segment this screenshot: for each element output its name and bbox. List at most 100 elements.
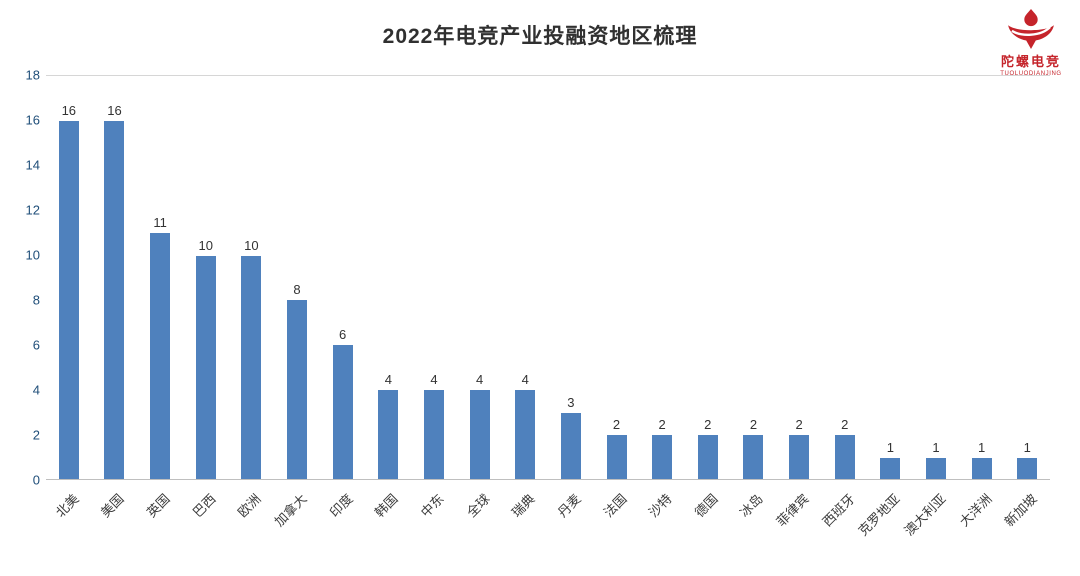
x-tick-label: 瑞典 bbox=[508, 491, 538, 521]
bar-column: 1 bbox=[868, 76, 914, 480]
x-tick-cell: 加拿大 bbox=[272, 481, 320, 573]
bar bbox=[743, 435, 764, 480]
x-tick-cell: 全球 bbox=[457, 481, 503, 573]
x-tick-cell: 新加坡 bbox=[1002, 481, 1050, 573]
bar bbox=[195, 255, 216, 480]
x-tick-cell: 瑞典 bbox=[502, 481, 548, 573]
bar-value-label: 2 bbox=[841, 417, 849, 433]
bar-column: 2 bbox=[685, 76, 731, 480]
y-tick-label: 8 bbox=[32, 292, 40, 308]
x-tick-cell: 欧洲 bbox=[229, 481, 275, 573]
x-tick-label: 加拿大 bbox=[271, 491, 310, 530]
x-tick-label: 德国 bbox=[691, 491, 721, 521]
bar-column: 2 bbox=[822, 76, 868, 480]
bar-column: 11 bbox=[137, 76, 183, 480]
bar bbox=[150, 233, 171, 480]
x-tick-label: 欧洲 bbox=[235, 491, 265, 521]
x-tick-cell: 大洋洲 bbox=[956, 481, 1005, 573]
brand-subtitle: TUOLUODIANJING bbox=[1000, 71, 1062, 77]
bar bbox=[104, 120, 125, 480]
brand-name: 陀螺电竞 bbox=[1000, 54, 1061, 69]
bar-value-label: 4 bbox=[475, 372, 484, 388]
x-tick-label: 韩国 bbox=[372, 491, 402, 521]
bar bbox=[971, 457, 992, 480]
y-tick-label: 0 bbox=[32, 472, 40, 488]
bar bbox=[697, 435, 718, 480]
bar-value-label: 4 bbox=[384, 372, 392, 388]
chart-title: 2022年电竞产业投融资地区梳理 bbox=[382, 25, 698, 48]
x-axis-line bbox=[46, 479, 1050, 480]
x-tick-cell: 德国 bbox=[685, 481, 731, 573]
bar-column: 10 bbox=[183, 76, 229, 480]
x-tick-cell: 巴西 bbox=[183, 481, 229, 573]
x-tick-label: 新加坡 bbox=[1001, 491, 1041, 530]
bar-value-label: 2 bbox=[795, 417, 803, 433]
bar bbox=[606, 435, 627, 480]
x-tick-cell: 法国 bbox=[594, 481, 640, 573]
x-tick-cell: 丹麦 bbox=[548, 481, 594, 573]
bar-column: 10 bbox=[229, 76, 275, 480]
bar bbox=[560, 412, 581, 480]
y-tick-label: 10 bbox=[25, 247, 40, 263]
bar bbox=[1017, 457, 1038, 480]
bar-column: 16 bbox=[46, 76, 92, 480]
bar-value-label: 16 bbox=[61, 102, 77, 118]
x-tick-label: 沙特 bbox=[645, 491, 675, 521]
x-axis: 北美 美国 英国 巴西 欧洲 加拿大 印度 韩国 中东 全球 瑞典 丹麦 法国 沙特 德国 冰岛 菲律宾 西班牙克… bbox=[46, 481, 1050, 573]
x-tick-label: 全球 bbox=[463, 491, 493, 521]
bar bbox=[423, 390, 444, 480]
bar-value-label: 2 bbox=[704, 417, 712, 433]
bar-value-label: 1 bbox=[978, 439, 986, 455]
bar bbox=[469, 390, 490, 480]
bar-column: 8 bbox=[274, 76, 320, 480]
bar-column: 1 bbox=[1004, 76, 1050, 480]
bar-column: 1 bbox=[913, 76, 959, 480]
bar-column: 2 bbox=[776, 76, 822, 480]
x-tick-cell: 印度 bbox=[320, 481, 366, 573]
bar bbox=[925, 457, 946, 480]
x-tick-label: 巴西 bbox=[189, 491, 219, 521]
x-tick-label: 英国 bbox=[143, 491, 173, 521]
x-tick-label: 法国 bbox=[600, 491, 630, 521]
x-tick-label: 美国 bbox=[98, 491, 128, 521]
bar-column: 16 bbox=[92, 76, 138, 480]
x-tick-cell: 英国 bbox=[137, 481, 183, 573]
x-tick-label: 大洋洲 bbox=[956, 491, 995, 530]
y-tick-label: 18 bbox=[25, 67, 40, 83]
x-tick-label: 丹麦 bbox=[554, 491, 584, 521]
bar-column: 4 bbox=[365, 76, 411, 480]
bar-value-label: 1 bbox=[886, 439, 894, 455]
bar-column: 3 bbox=[548, 76, 594, 480]
y-tick-label: 16 bbox=[25, 112, 40, 128]
y-axis: 0 2 4 6 8 10 12 14 16 18 bbox=[8, 68, 40, 488]
bar-column: 1 bbox=[959, 76, 1005, 480]
x-tick-cell: 菲律宾 bbox=[774, 481, 822, 573]
bar bbox=[287, 300, 308, 480]
bar-value-label: 2 bbox=[749, 417, 758, 433]
y-tick-label: 12 bbox=[25, 202, 40, 218]
bar-column: 6 bbox=[320, 76, 366, 480]
bar-value-label: 10 bbox=[244, 237, 259, 253]
x-tick-label: 冰岛 bbox=[737, 491, 767, 521]
y-tick-label: 2 bbox=[32, 427, 40, 443]
y-tick-label: 6 bbox=[32, 337, 40, 353]
plot-wrap: 0 2 4 6 8 10 12 14 16 18 16 16 11 10 10 8 6 4 4 4 4 3 2 2 2 2 2 2 1… bbox=[26, 68, 1050, 488]
bar-value-label: 3 bbox=[567, 394, 575, 410]
x-tick-label: 北美 bbox=[52, 491, 82, 521]
spinning-top-icon bbox=[1008, 8, 1054, 50]
x-tick-cell: 北美 bbox=[46, 481, 92, 573]
bar bbox=[241, 255, 262, 480]
x-tick-cell: 中东 bbox=[411, 481, 457, 573]
bar-value-label: 4 bbox=[430, 372, 438, 388]
bar-value-label: 4 bbox=[521, 372, 529, 388]
x-tick-cell: 澳大利亚 bbox=[901, 481, 959, 573]
bar-column: 2 bbox=[731, 76, 777, 480]
bar-value-label: 16 bbox=[107, 102, 122, 118]
bar bbox=[789, 435, 810, 480]
plot-area: 16 16 11 10 10 8 6 4 4 4 4 3 2 2 2 2 2 2 1 1 1 1 bbox=[46, 75, 1050, 480]
y-tick-label: 14 bbox=[25, 157, 40, 173]
x-tick-cell: 沙特 bbox=[639, 481, 685, 573]
x-tick-cell: 冰岛 bbox=[731, 481, 777, 573]
x-tick-label: 中东 bbox=[417, 491, 447, 521]
